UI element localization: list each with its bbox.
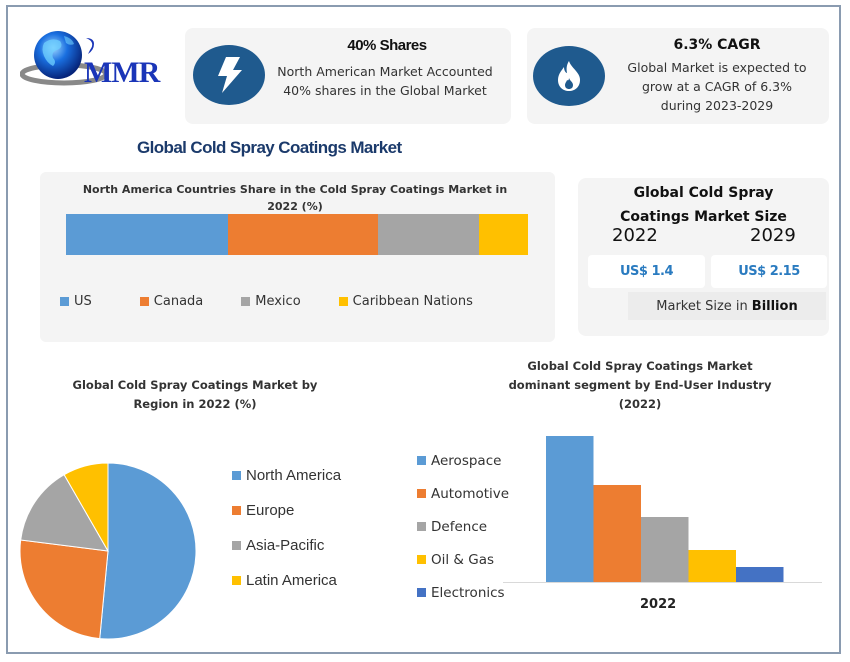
bar xyxy=(546,436,594,582)
chart-title-line: (2022) xyxy=(618,397,662,411)
legend-label: Oil & Gas xyxy=(431,551,495,568)
legend-swatch xyxy=(417,456,426,465)
market-size-title: Global Cold Spray Coatings Market Size xyxy=(578,181,829,229)
region-pie-chart xyxy=(19,462,197,640)
legend-swatch xyxy=(338,297,348,306)
stat-card-shares: 40% Shares North American Market Account… xyxy=(185,28,511,124)
legend-label: Aerospace xyxy=(431,452,502,469)
stat-card-cagr: 6.3% CAGR Global Market is expected to g… xyxy=(527,28,829,124)
legend-label: North America xyxy=(246,467,342,484)
stat-body-line: North American Market Accounted xyxy=(277,64,493,79)
legend-label: Caribbean Nations xyxy=(352,294,473,309)
legend-label: Asia-Pacific xyxy=(246,537,325,554)
stat-body-line: during 2023-2029 xyxy=(660,98,774,113)
bar xyxy=(736,567,784,582)
legend-item: Oil & Gas xyxy=(417,550,509,569)
legend-item: Electronics xyxy=(417,583,509,602)
bar-segment xyxy=(227,214,378,255)
bar-segment xyxy=(377,214,480,255)
bar xyxy=(593,485,641,582)
legend-swatch xyxy=(417,555,426,564)
legend-item: Asia-Pacific xyxy=(232,536,341,555)
legend-item: Automotive xyxy=(417,484,509,503)
stat-title: 6.3% CAGR xyxy=(673,37,761,53)
value-2022: US$ 1.4 xyxy=(588,255,705,288)
enduser-bar-chart xyxy=(503,436,822,583)
lightning-bolt-icon xyxy=(193,45,265,105)
legend-swatch xyxy=(232,541,241,550)
legend-swatch xyxy=(417,588,426,597)
legend-swatch xyxy=(417,489,426,498)
enduser-chart-title: Global Cold Spray Coatings Market domina… xyxy=(490,357,790,414)
title-line: Global Cold Spray xyxy=(633,185,774,201)
legend-swatch xyxy=(241,297,251,306)
unit-bold: Billion xyxy=(751,298,798,314)
market-size-panel: Global Cold Spray Coatings Market Size 2… xyxy=(578,178,829,336)
legend-item: Defence xyxy=(417,517,509,536)
legend-item: Caribbean Nations xyxy=(338,294,473,309)
stacked-bar xyxy=(66,214,528,255)
unit-label: Market Size in Billion xyxy=(628,292,826,320)
enduser-legend: Aerospace Automotive Defence Oil & Gas Elect… xyxy=(417,451,509,616)
legend-item: Latin America xyxy=(232,571,341,590)
year-2029: 2029 xyxy=(750,225,796,246)
year-2022: 2022 xyxy=(612,225,658,246)
x-axis-label: 2022 xyxy=(640,597,677,612)
stat-body: Global Market is expected to grow at a C… xyxy=(607,58,827,115)
chart-title: North America Countries Share in the Col… xyxy=(60,181,530,215)
legend-item: Canada xyxy=(139,294,204,309)
title-line: Coatings Market Size xyxy=(620,209,787,225)
legend-label: Mexico xyxy=(255,294,301,309)
bar-segment xyxy=(479,214,528,255)
legend-item: Aerospace xyxy=(417,451,509,470)
legend-item: North America xyxy=(232,466,341,485)
pie-slice xyxy=(63,462,109,553)
stat-body-line: Global Market is expected to xyxy=(627,60,807,75)
region-legend: North America Europe Asia-Pacific Latin Ame… xyxy=(232,466,341,606)
legend-label: Electronics xyxy=(431,584,505,601)
stat-body: North American Market Accounted 40% shar… xyxy=(263,62,507,100)
chart-title-line: Global Cold Spray Coatings Market by xyxy=(72,378,318,392)
legend-label: Latin America xyxy=(246,572,337,589)
legend-label: Canada xyxy=(153,294,204,309)
legend-swatch xyxy=(232,576,241,585)
legend-swatch xyxy=(232,471,241,480)
legend-swatch xyxy=(417,522,426,531)
legend-item: Mexico xyxy=(241,294,301,309)
na-countries-chart: North America Countries Share in the Col… xyxy=(40,172,555,342)
globe-icon xyxy=(19,31,109,86)
legend-item: Europe xyxy=(232,501,341,520)
bar xyxy=(688,550,736,582)
chart-title-line: dominant segment by End-User Industry xyxy=(508,378,772,392)
chart-title-line: 2022 (%) xyxy=(267,200,323,213)
page-title: Global Cold Spray Coatings Market xyxy=(137,138,402,157)
bar-segment xyxy=(66,214,228,255)
legend-swatch xyxy=(139,297,149,306)
legend-item: US xyxy=(60,294,92,309)
mmr-logo: MMR xyxy=(19,28,180,93)
pie-slice xyxy=(99,462,197,640)
stat-title: 40% Shares xyxy=(347,37,427,54)
pie-slice xyxy=(20,474,109,552)
legend-swatch xyxy=(60,297,69,306)
legend-label: Defence xyxy=(431,518,488,535)
stat-body-line: 40% shares in the Global Market xyxy=(283,83,487,98)
flame-icon xyxy=(533,46,605,106)
logo-text: MMR xyxy=(84,56,160,89)
legend-label: Europe xyxy=(246,502,295,519)
chart-legend: US Canada Mexico Caribbean Nations xyxy=(60,294,473,309)
chart-title-line: Global Cold Spray Coatings Market xyxy=(527,359,753,373)
chart-title-line: Region in 2022 (%) xyxy=(133,397,257,411)
legend-swatch xyxy=(232,506,241,515)
chart-title-line: North America Countries Share in the Col… xyxy=(82,183,508,196)
region-chart-title: Global Cold Spray Coatings Market by Reg… xyxy=(50,376,340,414)
bar xyxy=(641,517,689,582)
unit-prefix: Market Size in xyxy=(656,298,748,314)
stat-body-line: grow at a CAGR of 6.3% xyxy=(642,79,792,94)
value-2029: US$ 2.15 xyxy=(711,255,827,288)
legend-label: US xyxy=(74,294,92,309)
legend-label: Automotive xyxy=(431,485,510,502)
pie-slice xyxy=(19,539,109,640)
